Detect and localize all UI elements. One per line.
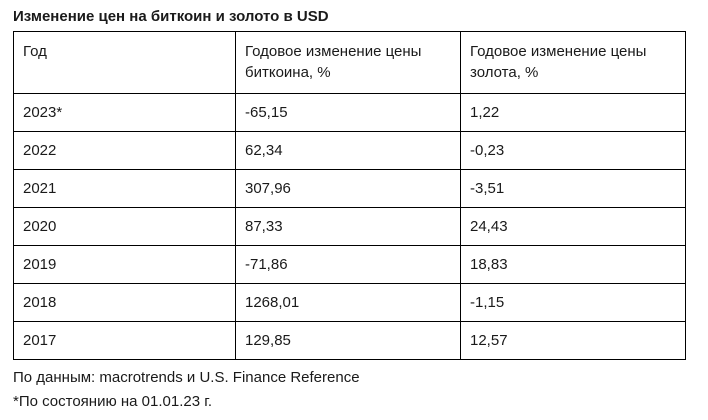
bitcoin-change-cell: 307,96 (235, 169, 461, 208)
table-row: 2017 129,85 12,57 (13, 321, 686, 360)
year-cell: 2021 (13, 169, 236, 208)
gold-change-cell: -1,15 (460, 283, 686, 322)
gold-change-cell: 18,83 (460, 245, 686, 284)
year-cell: 2023* (13, 93, 236, 132)
gold-change-cell: -3,51 (460, 169, 686, 208)
table-header-row: Год Годовое изменение цены биткоина, % Г… (13, 31, 686, 94)
bitcoin-change-cell: -71,86 (235, 245, 461, 284)
year-cell: 2017 (13, 321, 236, 360)
header-bitcoin-change: Годовое изменение цены биткоина, % (235, 31, 461, 94)
year-cell: 2022 (13, 131, 236, 170)
source-note: По данным: macrotrends и U.S. Finance Re… (13, 369, 360, 386)
table-row: 2023* -65,15 1,22 (13, 93, 686, 132)
year-cell: 2019 (13, 245, 236, 284)
bitcoin-change-cell: 129,85 (235, 321, 461, 360)
gold-change-cell: 24,43 (460, 207, 686, 246)
footnote: *По состоянию на 01.01.23 г. (13, 393, 213, 410)
year-cell: 2020 (13, 207, 236, 246)
table-row: 2021 307,96 -3,51 (13, 169, 686, 208)
document-title: Изменение цен на биткоин и золото в USD (13, 8, 329, 25)
table-row: 2018 1268,01 -1,15 (13, 283, 686, 322)
year-cell: 2018 (13, 283, 236, 322)
price-change-table: Год Годовое изменение цены биткоина, % Г… (13, 31, 686, 360)
bitcoin-change-cell: 62,34 (235, 131, 461, 170)
table-row: 2020 87,33 24,43 (13, 207, 686, 246)
gold-change-cell: 12,57 (460, 321, 686, 360)
table-row: 2019 -71,86 18,83 (13, 245, 686, 284)
gold-change-cell: -0,23 (460, 131, 686, 170)
gold-change-cell: 1,22 (460, 93, 686, 132)
bitcoin-change-cell: 87,33 (235, 207, 461, 246)
bitcoin-change-cell: -65,15 (235, 93, 461, 132)
header-gold-change: Годовое изменение цены золота, % (460, 31, 686, 94)
bitcoin-change-cell: 1268,01 (235, 283, 461, 322)
header-year: Год (13, 31, 236, 94)
table-row: 2022 62,34 -0,23 (13, 131, 686, 170)
notes: По данным: macrotrends и U.S. Finance Re… (13, 366, 360, 414)
